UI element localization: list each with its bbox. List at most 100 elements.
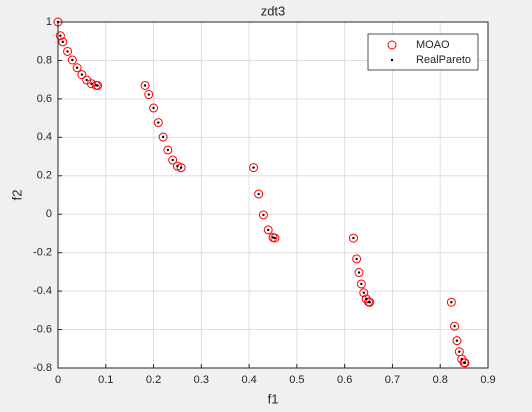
data-point — [176, 163, 186, 173]
data-point — [147, 93, 150, 96]
data-point — [348, 233, 358, 243]
data-point — [144, 90, 154, 100]
data-point — [364, 297, 368, 301]
data-point — [152, 106, 155, 110]
y-tick-label: 0.6 — [37, 93, 52, 105]
data-point — [96, 84, 99, 87]
data-point — [354, 268, 364, 278]
data-point — [352, 254, 362, 264]
y-tick-label: -0.8 — [33, 362, 52, 374]
data-point — [90, 82, 93, 85]
data-point — [355, 257, 358, 261]
data-point — [66, 50, 69, 53]
data-point — [273, 236, 277, 240]
data-point — [72, 63, 82, 73]
data-point — [352, 236, 355, 240]
legend-label: MOAO — [416, 39, 450, 51]
data-point — [455, 339, 459, 342]
data-point — [463, 361, 467, 365]
data-point — [163, 145, 173, 155]
axes-box — [57, 21, 489, 369]
data-point — [452, 336, 462, 346]
data-point — [458, 350, 461, 353]
data-point — [359, 288, 369, 298]
data-point — [171, 158, 174, 162]
data-point — [179, 166, 183, 169]
data-point — [86, 79, 96, 89]
chart-title: zdt3 — [261, 3, 286, 18]
x-tick-label: 0.9 — [480, 374, 495, 386]
data-point — [161, 135, 165, 139]
data-point — [267, 228, 270, 232]
data-point — [450, 321, 460, 331]
y-tick-label: 0 — [46, 208, 52, 220]
data-point — [143, 84, 147, 87]
data-point — [85, 78, 88, 82]
x-tick-label: 0.7 — [385, 374, 400, 386]
data-point — [168, 155, 178, 165]
data-point — [460, 357, 463, 361]
x-tick-label: 0.3 — [194, 374, 209, 386]
data-point — [365, 297, 375, 307]
data-point — [59, 34, 62, 37]
data-point — [63, 46, 73, 56]
legend-label: RealPareto — [416, 54, 471, 66]
y-tick-label: -0.4 — [33, 285, 52, 297]
data-point — [75, 66, 79, 69]
data-point — [249, 163, 259, 173]
legend-marker — [390, 58, 394, 62]
data-point — [58, 37, 68, 47]
data-point — [360, 282, 363, 286]
data-point — [460, 358, 470, 368]
data-point — [93, 81, 103, 91]
x-tick-label: 0.6 — [337, 374, 352, 386]
y-tick-label: 0.8 — [37, 54, 52, 66]
data-point — [80, 73, 84, 76]
y-tick-label: -0.2 — [33, 247, 52, 259]
data-point — [61, 40, 64, 44]
legend: MOAO RealPareto — [367, 33, 479, 71]
y-tick-label: 0.4 — [37, 131, 52, 143]
data-point — [453, 324, 456, 328]
data-point — [271, 236, 275, 239]
data-point — [176, 164, 179, 168]
data-point — [262, 213, 265, 217]
x-tick-label: 0.5 — [289, 374, 304, 386]
data-point — [252, 166, 255, 169]
x-tick-label: 0.8 — [433, 374, 448, 386]
data-point — [149, 103, 159, 113]
data-point — [158, 132, 168, 142]
data-point — [450, 301, 453, 304]
data-point — [270, 233, 280, 243]
x-tick-label: 0.1 — [98, 374, 113, 386]
data-point — [77, 70, 87, 80]
data-point — [356, 279, 366, 289]
data-point — [446, 297, 456, 307]
data-point — [67, 55, 77, 65]
y-tick-label: -0.6 — [33, 323, 52, 335]
data-point — [263, 225, 273, 235]
marks — [53, 17, 470, 368]
plot-area — [58, 22, 488, 368]
data-point — [157, 121, 160, 124]
data-point — [153, 118, 163, 128]
data-point — [140, 80, 150, 90]
legend-marker — [387, 40, 397, 50]
x-tick-label: 0.2 — [146, 374, 161, 386]
data-point — [357, 271, 361, 274]
x-axis-label: f1 — [268, 391, 279, 406]
y-tick-label: 1 — [46, 16, 52, 28]
x-tick-label: 0.4 — [241, 374, 256, 386]
y-axis-label: f2 — [9, 190, 24, 201]
x-tick-label: 0 — [55, 374, 61, 386]
data-point — [166, 148, 170, 152]
data-point — [55, 31, 65, 41]
data-point — [257, 192, 260, 196]
data-point — [368, 301, 371, 304]
data-point — [258, 210, 268, 220]
legend-box — [367, 33, 479, 71]
data-point — [362, 291, 365, 294]
y-tick-label: 0.2 — [37, 170, 52, 182]
data-point — [71, 58, 74, 62]
